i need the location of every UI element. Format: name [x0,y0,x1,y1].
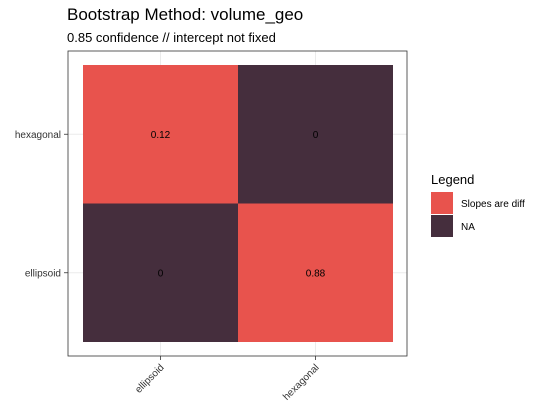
heatmap-cell [83,203,238,342]
chart-title: Bootstrap Method: volume_geo [67,5,303,24]
plot-border [67,50,408,357]
cell-value-label: 0 [313,130,319,141]
heatmap-cell [83,65,238,204]
legend-title: Legend [431,172,474,187]
chart-subtitle: 0.85 confidence // intercept not fixed [67,30,276,45]
x-tick-label: hexagonal [281,362,321,402]
cell-value-label: 0 [158,268,164,279]
heatmap-cells: 0.12 0 0 0.88 [83,65,393,342]
heatmap-cell [238,65,393,204]
legend-label: NA [461,222,475,233]
legend-key [431,192,453,214]
x-axis: ellipsoid hexagonal [133,356,322,403]
heatmap-cell [238,203,393,342]
legend: Slopes are diff NA [431,192,525,237]
legend-key [431,215,453,237]
cell-value-label: 0.12 [151,130,171,141]
cell-value-label: 0.88 [306,268,326,279]
y-tick-label: hexagonal [15,130,61,141]
y-tick-label: ellipsoid [25,268,61,279]
y-axis: ellipsoid hexagonal [15,130,68,279]
legend-label: Slopes are diff [461,199,525,210]
x-tick-label: ellipsoid [133,362,166,395]
